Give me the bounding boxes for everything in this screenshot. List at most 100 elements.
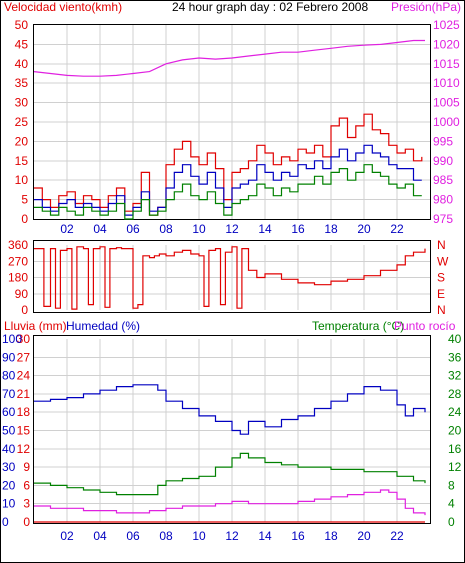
x-tick-label: 20 <box>357 529 371 543</box>
x-tick-label: 20 <box>357 222 371 236</box>
x-tick-label: 02 <box>60 222 74 236</box>
tick-label: 36 <box>448 350 462 364</box>
tick-label: 6 <box>23 478 30 492</box>
tick-label: 12 <box>17 442 31 456</box>
tick-label: 8 <box>448 478 455 492</box>
tick-label: 995 <box>433 134 453 148</box>
panel1-left-axis: 0 5 10 15 20 25 30 35 40 45 50 <box>15 18 29 226</box>
tick-label: 25 <box>15 115 29 129</box>
tick-label: 270 <box>8 254 28 268</box>
series-line <box>34 452 426 496</box>
tick-label: 50 <box>15 18 29 32</box>
x-tick-label: 18 <box>324 222 338 236</box>
x-tick-label: 10 <box>192 529 206 543</box>
tick-label: 1025 <box>433 18 460 32</box>
x-tick-label: 16 <box>291 222 305 236</box>
x-tick-label: 22 <box>390 222 404 236</box>
tick-label: 27 <box>17 350 31 364</box>
x-tick-label: 08 <box>159 529 173 543</box>
series-line <box>34 384 426 435</box>
tick-label: 28 <box>448 387 462 401</box>
x-tick-label: 06 <box>126 529 140 543</box>
series-line <box>33 39 425 77</box>
tick-label: 1015 <box>433 57 460 71</box>
tick-label: 100 <box>2 332 22 346</box>
tick-label: 0 <box>21 212 28 226</box>
tick-label: 21 <box>17 387 31 401</box>
panel3-humidity-axis: 0 10 20 30 40 50 60 70 80 90 100 <box>2 332 22 529</box>
x-tick-label: 02 <box>60 529 74 543</box>
temperature-axis-label: Temperatura (°C) <box>312 319 404 333</box>
x-tick-label: 04 <box>93 529 107 543</box>
panel1-series <box>33 39 425 220</box>
tick-label: 3 <box>23 497 30 511</box>
tick-label: 50 <box>2 424 16 438</box>
tick-label: E <box>437 287 445 301</box>
series-line <box>34 246 426 310</box>
tick-label: 5 <box>21 193 28 207</box>
tick-label: 60 <box>2 405 16 419</box>
x-tick-label: 22 <box>390 529 404 543</box>
tick-label: 985 <box>433 173 453 187</box>
tick-label: 30 <box>15 96 29 110</box>
panel1-x-axis: 02 04 06 08 10 12 14 16 18 20 22 <box>60 222 404 236</box>
tick-label: 90 <box>15 287 29 301</box>
tick-label: 1000 <box>433 115 460 129</box>
tick-label: 80 <box>2 369 16 383</box>
tick-label: 0 <box>448 515 455 529</box>
tick-label: 30 <box>17 332 31 346</box>
panel3-rain-axis: 0 3 6 9 12 15 18 21 24 27 30 <box>17 332 31 529</box>
tick-label: 45 <box>15 37 29 51</box>
x-tick-label: 04 <box>93 222 107 236</box>
tick-label: 1010 <box>433 76 460 90</box>
x-tick-label: 12 <box>225 222 239 236</box>
panel2-left-axis: 0 90 180 270 360 <box>8 238 28 317</box>
series-line <box>34 164 422 220</box>
tick-label: 1020 <box>433 37 460 51</box>
tick-label: 975 <box>433 212 453 226</box>
rain-axis-label: Lluvia (mm) <box>4 319 67 333</box>
tick-label: 12 <box>448 460 462 474</box>
tick-label: 980 <box>433 193 453 207</box>
tick-label: 0 <box>21 303 28 317</box>
x-tick-label: 12 <box>225 529 239 543</box>
humidity-axis-label: Humedad (%) <box>66 319 140 333</box>
x-tick-label: 08 <box>159 222 173 236</box>
panel3-series <box>34 384 426 523</box>
x-tick-label: 14 <box>258 529 272 543</box>
series-line <box>34 489 426 516</box>
tick-label: 40 <box>448 332 462 346</box>
wind-speed-axis-label: Velocidad viento(kmh) <box>4 0 122 14</box>
tick-label: 20 <box>448 424 462 438</box>
tick-label: 360 <box>8 238 28 252</box>
tick-label: 9 <box>23 460 30 474</box>
tick-label: W <box>437 254 449 268</box>
x-tick-label: 18 <box>324 529 338 543</box>
tick-label: 30 <box>2 460 16 474</box>
tick-label: N <box>437 238 446 252</box>
panel2-series <box>34 246 426 310</box>
tick-label: 35 <box>15 76 29 90</box>
tick-label: 40 <box>15 57 29 71</box>
tick-label: 90 <box>2 350 16 364</box>
panel1-right-axis: 975 980 985 990 995 1000 1005 1010 1015 1020 1025 <box>433 18 460 226</box>
tick-label: 10 <box>15 173 29 187</box>
tick-label: 18 <box>17 405 31 419</box>
chart-title: 24 hour graph day : 02 Febrero 2008 <box>172 0 368 14</box>
tick-label: 70 <box>2 387 16 401</box>
tick-label: 10 <box>2 497 16 511</box>
dewpoint-axis-label: Punto rocío <box>394 319 456 333</box>
tick-label: 40 <box>2 442 16 456</box>
tick-label: 1005 <box>433 96 460 110</box>
x-tick-label: 06 <box>126 222 140 236</box>
panel3-temperature-axis: 0 4 8 12 16 20 24 28 32 36 40 <box>448 332 462 529</box>
tick-label: 15 <box>15 154 29 168</box>
tick-label: 15 <box>17 424 31 438</box>
panel3-x-axis: 02 04 06 08 10 12 14 16 18 20 22 <box>60 529 404 543</box>
pressure-axis-label: Presión(hPa) <box>391 0 461 14</box>
tick-label: 180 <box>8 271 28 285</box>
tick-label: N <box>437 303 446 317</box>
x-tick-label: 14 <box>258 222 272 236</box>
